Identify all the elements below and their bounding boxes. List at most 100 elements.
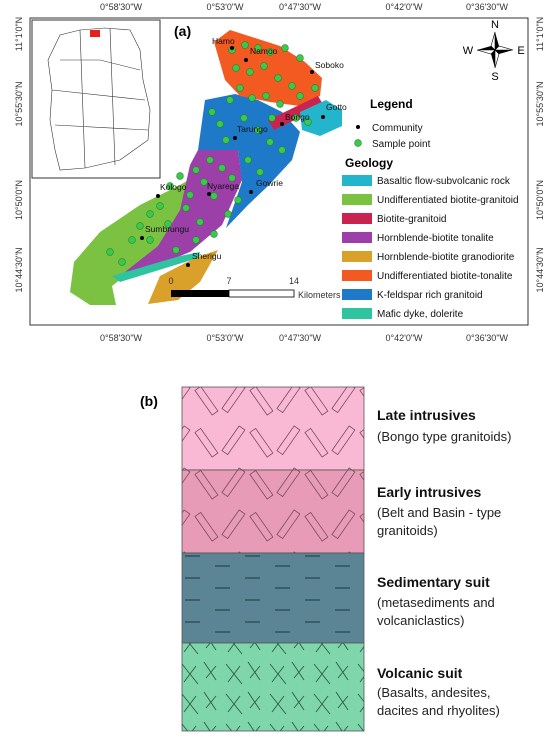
top-coord: 0°42'0"W <box>385 2 423 12</box>
sample-point <box>296 54 304 62</box>
panel-label: (a) <box>174 23 191 39</box>
community-dot <box>244 58 248 62</box>
right-coord: 11°1'0"N <box>535 17 545 51</box>
legend-swatch <box>342 213 372 224</box>
bottom-coord: 0°53'0"W <box>206 333 244 343</box>
layer-desc: dacites and rhyolites) <box>377 703 500 718</box>
top-coord: 0°47'30"W <box>279 2 322 12</box>
sample-point <box>276 100 284 108</box>
sample-point <box>254 126 262 134</box>
legend-swatch <box>342 175 372 186</box>
sample-point <box>222 136 230 144</box>
sample-point <box>292 114 300 122</box>
geology-map: Hamo Namoo Soboko Bongo Gotto Tarungo Nyarega G… <box>70 30 347 305</box>
sample-point <box>226 96 234 104</box>
sample-point <box>246 68 254 76</box>
community-label: Gotto <box>326 102 347 112</box>
sample-point <box>304 118 312 126</box>
geology-title: Geology <box>345 156 393 170</box>
layer-pattern <box>182 553 364 643</box>
community-dot <box>140 236 144 240</box>
sample-point <box>232 64 240 72</box>
community-dot <box>156 194 160 198</box>
sample-point <box>234 196 242 204</box>
sample-point <box>196 218 204 226</box>
legend-swatch <box>342 308 372 319</box>
sample-point <box>156 202 164 210</box>
sample-point <box>256 168 264 176</box>
sample-point <box>192 166 200 174</box>
sample-point <box>266 48 274 56</box>
geology-unit <box>112 252 200 282</box>
layer-title: Late intrusives <box>377 407 476 423</box>
compass-n: N <box>491 19 499 31</box>
sample-point <box>200 178 208 186</box>
layer-title: Volcanic suit <box>377 665 463 681</box>
sample-point <box>216 120 224 128</box>
legend-sample <box>354 139 362 147</box>
sample-point <box>186 191 194 199</box>
sample-point <box>192 236 200 244</box>
sample-point <box>224 210 232 218</box>
sample-point <box>128 236 136 244</box>
sample-point <box>288 82 296 90</box>
geology-unit <box>125 150 242 272</box>
sample-point <box>118 258 126 266</box>
legend-swatch <box>342 232 372 243</box>
layer-pattern <box>182 470 364 553</box>
sample-point <box>241 41 249 49</box>
sample-point <box>278 146 286 154</box>
inset-frame <box>31 19 161 179</box>
bottom-coord: 0°36'30"W <box>466 333 509 343</box>
geology-unit <box>300 100 342 136</box>
legend-item: K-feldspar rich granitoid <box>377 290 483 301</box>
community-dot <box>249 190 253 194</box>
compass-s: S <box>491 71 498 83</box>
stratigraphy: (b) Late intrusives (Bongo type granitoids… <box>140 386 511 732</box>
community-dot <box>230 46 234 50</box>
layer-desc: granitoids) <box>377 523 438 538</box>
legend-item: Hornblende-biotite granodiorite <box>377 252 515 263</box>
community-dot <box>233 136 237 140</box>
sample-point <box>236 84 244 92</box>
sample-point <box>248 94 256 102</box>
sample-point <box>106 248 114 256</box>
community-label: Gowrie <box>256 178 283 188</box>
bottom-coord: 0°47'30"W <box>279 333 322 343</box>
scale-label: 14 <box>289 276 299 286</box>
sample-point <box>274 74 282 82</box>
right-coord: 10°44'30"N <box>535 247 545 292</box>
right-coord: 10°50'0"N <box>535 180 545 220</box>
layer-title: Early intrusives <box>377 484 481 500</box>
inset-highlight <box>90 30 100 37</box>
sample-point <box>311 84 319 92</box>
geology-unit <box>268 96 324 130</box>
left-coord: 10°50'0"N <box>14 180 24 220</box>
layer-desc: (Belt and Basin - type <box>377 505 501 520</box>
sample-point <box>244 156 252 164</box>
compass-e: E <box>517 45 524 57</box>
top-coord: 0°53'0"W <box>206 2 244 12</box>
sample-point <box>260 62 268 70</box>
community-label: Nyarega <box>207 181 239 191</box>
sample-point <box>176 172 184 180</box>
layer-pattern <box>182 387 364 470</box>
sample-point <box>266 138 274 146</box>
legend-title: Legend <box>370 97 413 111</box>
left-coord: 10°44'30"N <box>14 247 24 292</box>
community-dot <box>186 263 190 267</box>
community-dot <box>310 70 314 74</box>
sample-point <box>218 164 226 172</box>
community-label: Sherigu <box>192 251 222 261</box>
scale-label: 0 <box>168 276 173 286</box>
legend-item: Hornblende-biotite tonalite <box>377 233 494 244</box>
community-label: Kologo <box>160 182 187 192</box>
legend-swatch <box>342 270 372 281</box>
scale-bar <box>228 289 295 298</box>
community-label: Namoo <box>250 46 278 56</box>
legend-item: Basaltic flow-subvolcanic rock <box>377 176 511 187</box>
sample-point <box>268 114 276 122</box>
sample-point <box>164 220 172 228</box>
bottom-coord: 0°58'30"W <box>100 333 143 343</box>
